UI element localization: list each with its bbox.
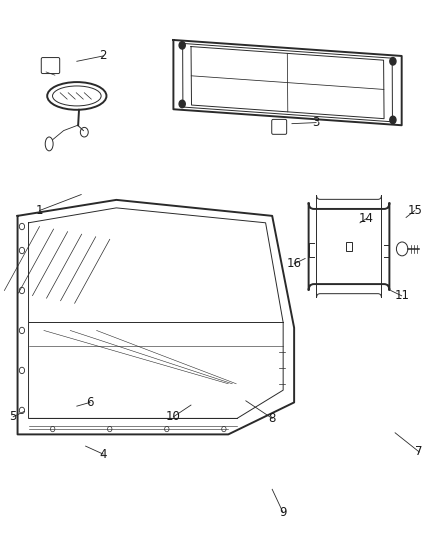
Text: 14: 14 [358,212,373,225]
Text: 11: 11 [393,289,408,302]
Text: 7: 7 [414,446,422,458]
Text: 5: 5 [10,410,17,423]
Text: 10: 10 [166,410,180,423]
Circle shape [179,100,185,108]
Text: 4: 4 [99,448,107,461]
Text: 3: 3 [312,116,319,129]
Circle shape [389,58,395,65]
Text: 16: 16 [286,257,301,270]
Text: 2: 2 [99,50,107,62]
Text: 9: 9 [279,506,286,519]
Circle shape [389,116,395,124]
Text: 8: 8 [268,412,275,425]
Text: 15: 15 [406,204,421,217]
Text: 1: 1 [35,204,43,217]
Circle shape [179,42,185,49]
Text: 6: 6 [86,396,94,409]
